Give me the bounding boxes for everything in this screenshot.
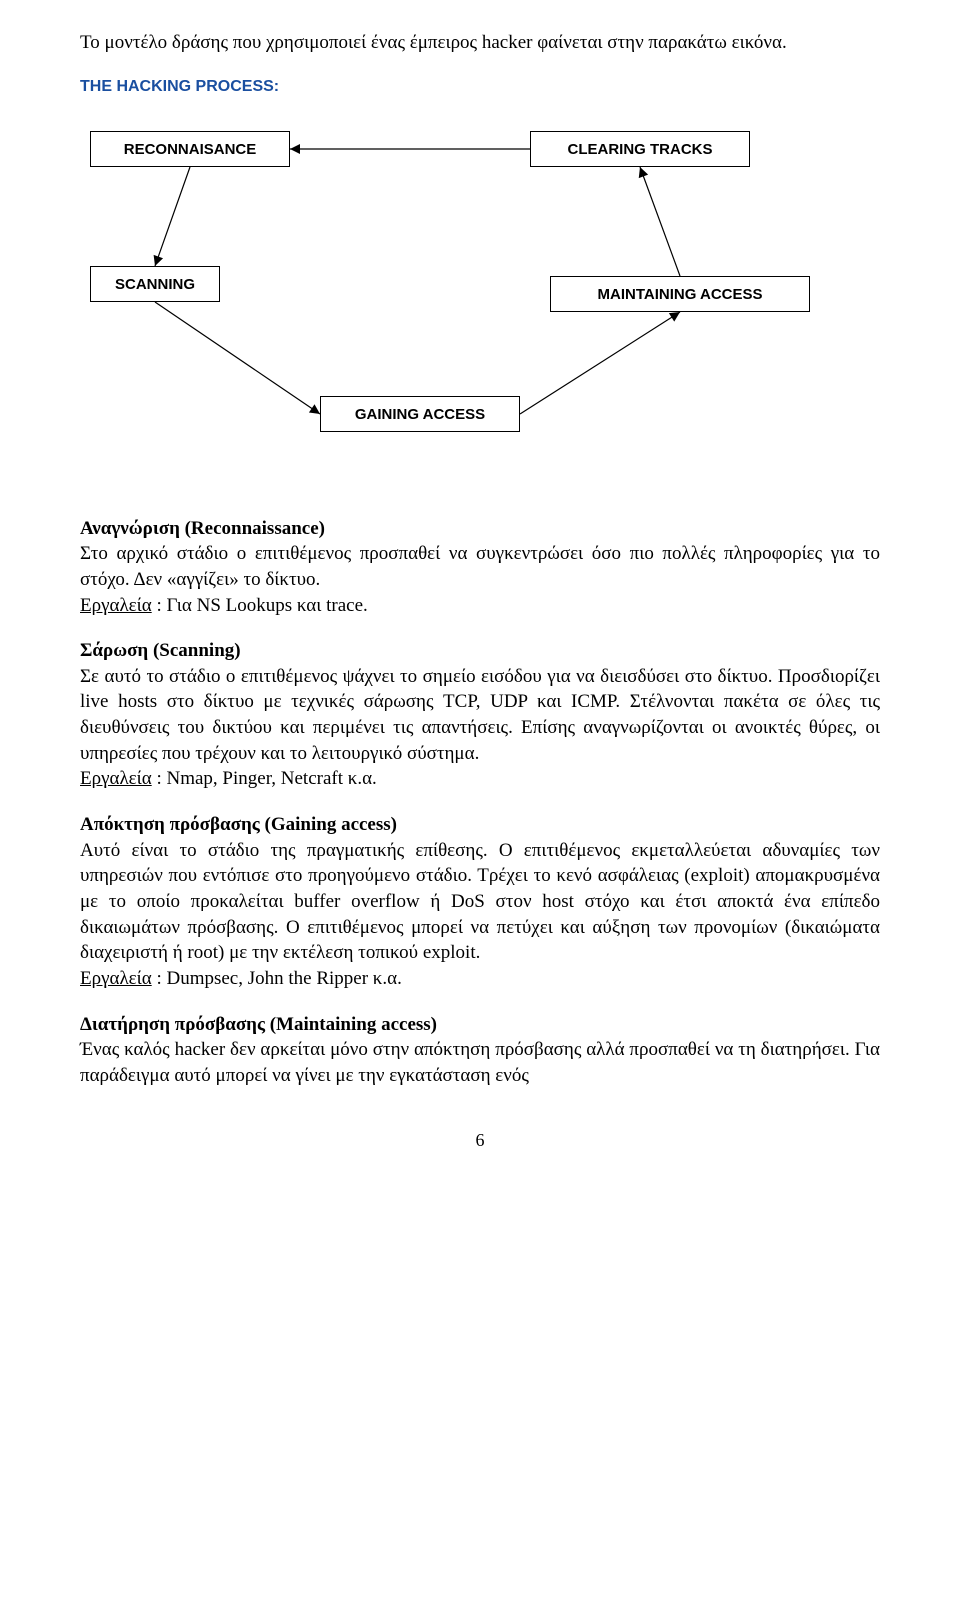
section-gaining: Απόκτηση πρόσβασης (Gaining access) Αυτό… — [80, 812, 880, 991]
node-scanning: SCANNING — [90, 266, 220, 302]
node-clearing: CLEARING TRACKS — [530, 131, 750, 167]
node-maintaining: MAINTAINING ACCESS — [550, 276, 810, 312]
diagram-title: THE HACKING PROCESS: — [80, 76, 880, 98]
maintaining-body: Ένας καλός hacker δεν αρκείται μόνο στην… — [80, 1037, 880, 1088]
section-recon: Αναγνώριση (Reconnaissance) Στο αρχικό σ… — [80, 516, 880, 619]
gaining-tools-label: Εργαλεία — [80, 968, 152, 989]
section-scanning: Σάρωση (Scanning) Σε αυτό το στάδιο ο επ… — [80, 638, 880, 792]
scanning-tools: : Nmap, Pinger, Netcraft κ.α. — [152, 768, 377, 789]
recon-tools: : Για NS Lookups και trace. — [152, 595, 368, 616]
maintaining-title: Διατήρηση πρόσβασης (Maintaining access) — [80, 1014, 437, 1035]
recon-body: Στο αρχικό στάδιο ο επιτιθέμενος προσπαθ… — [80, 541, 880, 592]
gaining-title: Απόκτηση πρόσβασης (Gaining access) — [80, 814, 397, 835]
gaining-body: Αυτό είναι το στάδιο της πραγματικής επί… — [80, 838, 880, 966]
scanning-title: Σάρωση (Scanning) — [80, 640, 241, 661]
recon-title: Αναγνώριση (Reconnaissance) — [80, 518, 325, 539]
node-gaining: GAINING ACCESS — [320, 396, 520, 432]
recon-tools-label: Εργαλεία — [80, 595, 152, 616]
section-maintaining: Διατήρηση πρόσβασης (Maintaining access)… — [80, 1012, 880, 1089]
hacking-process-diagram: THE HACKING PROCESS: RECONNAISANCE CLEARI… — [80, 76, 880, 476]
intro-paragraph: Το μοντέλο δράσης που χρησιμοποιεί ένας … — [80, 30, 880, 56]
scanning-body: Σε αυτό το στάδιο ο επιτιθέμενος ψάχνει … — [80, 664, 880, 767]
page-number: 6 — [80, 1128, 880, 1152]
node-recon: RECONNAISANCE — [90, 131, 290, 167]
scanning-tools-label: Εργαλεία — [80, 768, 152, 789]
gaining-tools: : Dumpsec, John the Ripper κ.α. — [152, 968, 402, 989]
